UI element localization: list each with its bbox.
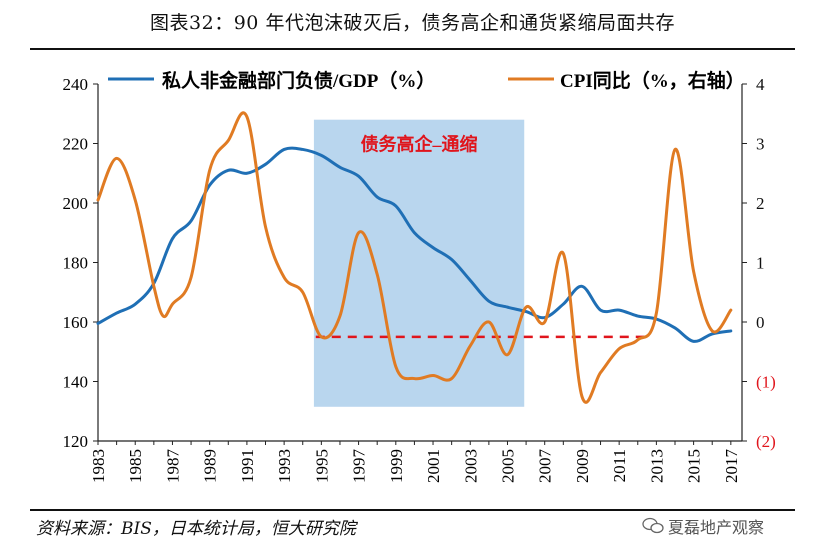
chat-bubble-icon (642, 517, 664, 534)
x-tick-label: 1999 (387, 449, 406, 483)
legend-cpi-label: CPI同比（%，右轴） (560, 69, 745, 92)
watermark-text: 夏磊地产观察 (668, 518, 765, 537)
chart-title: 图表32：90 年代泡沫破灭后，债务高企和通货紧缩局面共存 (150, 12, 675, 34)
left-tick-label: 180 (63, 254, 89, 273)
watermark: 夏磊地产观察 (642, 514, 764, 538)
right-tick-label: 2 (756, 194, 765, 213)
x-tick-label: 1991 (238, 449, 257, 483)
x-tick-label: 1997 (350, 449, 369, 484)
legend-debt-label: 私人非金融部门负债/GDP（%） (162, 69, 435, 92)
shaded-region (313, 119, 525, 407)
right-tick-label: (1) (756, 373, 776, 392)
right-tick-label: 3 (756, 135, 765, 154)
left-tick-label: 140 (63, 373, 89, 392)
x-tick-label: 2001 (424, 449, 443, 483)
left-tick-label: 240 (63, 75, 89, 94)
cpi-yoy-line (96, 111, 733, 404)
x-tick-label: 1989 (201, 449, 220, 483)
title-rule (30, 48, 795, 50)
source-note: 资料来源：BIS，日本统计局，恒大研究院 (36, 519, 356, 539)
right-tick-label: (2) (756, 432, 776, 451)
x-tick-label: 1993 (275, 449, 294, 483)
x-tick-label: 2009 (573, 449, 592, 483)
chart: 债务高企–通缩 240 220 200 180 160 140 120 4 3 2 1 0 (1) (2)… (63, 69, 776, 484)
shaded-region-label: 债务高企–通缩 (361, 134, 478, 155)
x-tick-label: 2015 (685, 449, 704, 483)
left-tick-label: 160 (63, 313, 89, 332)
x-tick-label: 1983 (89, 449, 108, 483)
left-tick-label: 200 (63, 194, 89, 213)
right-tick-label: 4 (756, 75, 765, 94)
x-tick-label: 2017 (722, 449, 741, 484)
x-tick-label: 1985 (126, 449, 145, 483)
x-tick-label: 1987 (163, 449, 182, 484)
x-tick-label: 2011 (610, 449, 629, 482)
footer-rule (30, 509, 795, 511)
x-tick-label: 2013 (647, 449, 666, 483)
x-tick-label: 1995 (312, 449, 331, 483)
left-tick-label: 220 (63, 135, 89, 154)
right-tick-label: 0 (756, 313, 765, 332)
x-tick-label: 2007 (536, 449, 555, 484)
left-tick-label: 120 (63, 432, 89, 451)
x-tick-label: 2005 (498, 449, 517, 483)
right-tick-label: 1 (756, 254, 765, 273)
x-tick-label: 2003 (461, 449, 480, 483)
